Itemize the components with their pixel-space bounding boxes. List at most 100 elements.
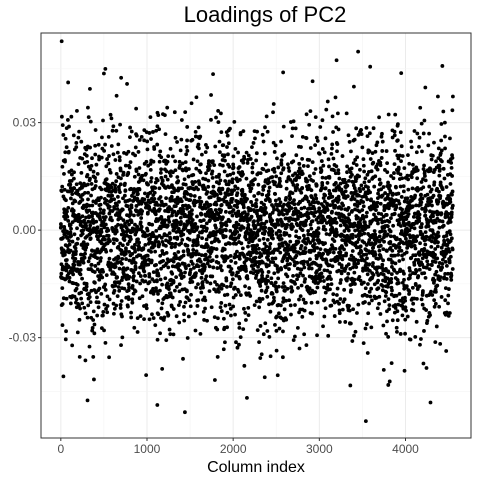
scatter-point — [393, 112, 398, 117]
scatter-point-outlier — [399, 71, 404, 76]
scatter-point — [424, 366, 429, 370]
scatter-point — [362, 280, 366, 285]
scatter-point — [389, 361, 394, 366]
scatter-point — [422, 271, 427, 276]
scatter-point — [336, 127, 341, 132]
scatter-point — [155, 142, 160, 147]
scatter-point — [227, 302, 232, 307]
scatter-point — [318, 263, 323, 268]
scatter-point — [127, 165, 132, 170]
scatter-point — [414, 319, 419, 324]
scatter-point — [423, 242, 428, 247]
scatter-point — [186, 314, 191, 319]
scatter-point — [422, 329, 426, 333]
scatter-point — [186, 174, 191, 179]
scatter-point — [246, 313, 251, 318]
scatter-point — [227, 164, 232, 169]
scatter-point — [256, 182, 261, 187]
scatter-point — [322, 314, 327, 319]
scatter-point — [299, 206, 304, 211]
scatter-point — [185, 125, 190, 129]
scatter-point — [364, 322, 369, 327]
scatter-point — [340, 307, 345, 312]
scatter-point — [80, 301, 85, 306]
scatter-point — [444, 263, 449, 268]
scatter-point — [185, 336, 190, 340]
scatter-point — [166, 154, 171, 159]
scatter-point — [313, 167, 318, 171]
scatter-point — [365, 256, 369, 261]
scatter-point — [401, 189, 406, 194]
scatter-point — [440, 219, 445, 224]
scatter-point — [109, 144, 114, 148]
scatter-point — [422, 246, 427, 251]
scatter-point — [361, 157, 366, 161]
scatter-point — [334, 164, 339, 169]
scatter-point — [243, 234, 248, 238]
scatter-point — [414, 269, 419, 274]
scatter-point — [271, 102, 276, 106]
scatter-point — [202, 265, 207, 269]
scatter-point — [258, 299, 262, 304]
scatter-point — [172, 110, 177, 115]
scatter-point — [312, 242, 317, 246]
scatter-point — [64, 258, 69, 262]
scatter-point — [71, 133, 76, 138]
scatter-point — [331, 250, 336, 255]
scatter-point — [380, 131, 384, 136]
scatter-point — [414, 203, 419, 208]
scatter-point — [355, 155, 360, 160]
scatter-point — [246, 153, 251, 158]
scatter-point — [268, 354, 273, 359]
scatter-point — [149, 137, 153, 141]
scatter-point — [297, 166, 302, 171]
scatter-point — [450, 156, 455, 160]
scatter-point — [87, 291, 91, 296]
scatter-point — [351, 161, 356, 166]
scatter-point — [129, 205, 134, 210]
scatter-point — [196, 264, 201, 269]
scatter-point — [312, 200, 317, 205]
scatter-point — [375, 167, 380, 172]
scatter-point — [68, 222, 73, 227]
scatter-point — [430, 293, 435, 297]
scatter-point — [203, 150, 208, 154]
scatter-point — [99, 241, 104, 246]
scatter-point — [125, 219, 130, 224]
scatter-point — [264, 219, 269, 224]
scatter-point — [395, 329, 399, 334]
scatter-point — [83, 311, 88, 316]
scatter-point — [89, 262, 94, 267]
scatter-point — [203, 187, 208, 192]
scatter-point — [298, 271, 303, 276]
scatter-point — [356, 258, 361, 263]
scatter-point — [330, 264, 335, 269]
scatter-point — [403, 305, 408, 310]
scatter-point — [77, 262, 82, 267]
scatter-point-outlier — [368, 64, 373, 69]
scatter-point — [200, 152, 204, 157]
scatter-point — [415, 297, 419, 301]
scatter-point — [100, 275, 105, 280]
scatter-point — [190, 208, 194, 213]
scatter-point — [144, 373, 149, 377]
scatter-point — [76, 162, 81, 167]
scatter-point — [287, 233, 292, 238]
scatter-point — [321, 251, 326, 256]
scatter-point — [106, 228, 111, 233]
scatter-point — [257, 305, 262, 310]
scatter-point — [63, 136, 68, 141]
scatter-point — [263, 125, 267, 130]
scatter-point — [349, 197, 354, 202]
scatter-point — [352, 84, 356, 89]
scatter-point — [233, 312, 237, 317]
scatter-point — [88, 167, 93, 172]
scatter-point — [80, 231, 85, 236]
scatter-point — [444, 185, 449, 189]
scatter-point — [287, 169, 292, 173]
scatter-point — [270, 229, 275, 234]
scatter-point — [262, 241, 267, 246]
scatter-point — [179, 118, 184, 122]
scatter-point — [169, 194, 174, 199]
scatter-point — [423, 230, 428, 234]
